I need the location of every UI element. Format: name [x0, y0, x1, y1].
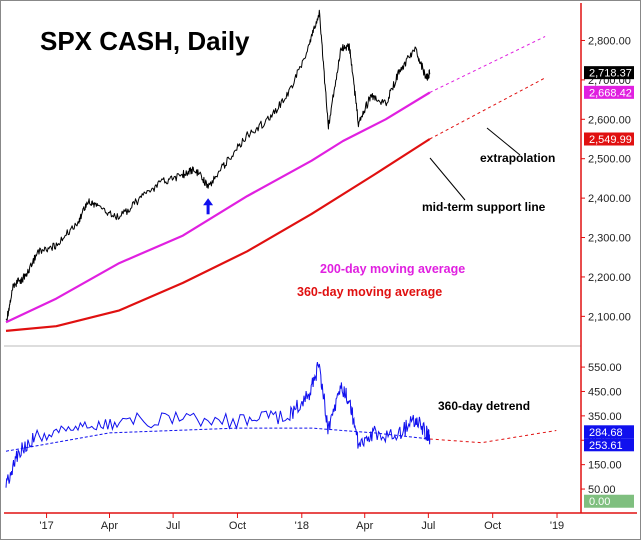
upper-badge-label: 2,718.37: [589, 68, 632, 80]
lower-badge: [584, 494, 634, 508]
detrend-extrapolation-line: [429, 430, 557, 444]
x-tick-label: Jul: [421, 520, 435, 532]
upper-badge: [584, 66, 634, 80]
x-tick-label: Apr: [101, 520, 118, 532]
x-tick-label: Oct: [484, 520, 501, 532]
ma360-line: [5, 138, 431, 332]
x-tick-label: Jul: [166, 520, 180, 532]
detrend-cycle-line: [5, 427, 430, 452]
x-tick-label: Oct: [229, 520, 246, 532]
lower-y-tick-label: 50.00: [588, 484, 616, 496]
support-pointer: [429, 157, 466, 201]
upper-y-tick-label: 2,400.00: [588, 193, 631, 205]
x-ticks: '17 Apr Jul Oct '18 Apr Jul Oct '19: [39, 513, 564, 532]
lower-y-tick-label: 150.00: [588, 460, 622, 472]
ma360-label: 360-day moving average: [297, 285, 442, 299]
lower-y-tick-label: 350.00: [588, 411, 622, 423]
spx-price-line: [5, 9, 431, 322]
lower-badge-label: 0.00: [589, 496, 610, 508]
upper-y-tick-label: 2,600.00: [588, 114, 631, 126]
lower-badge: [584, 425, 634, 439]
lower-badge-label: 284.68: [589, 427, 623, 439]
chart-title: SPX CASH, Daily: [40, 26, 250, 56]
upper-y-ticks: 2,100.00 2,200.00 2,300.00 2,400.00 2,500.00…: [581, 35, 631, 323]
arrow-up-icon: [203, 198, 214, 215]
extrapolation-label: extrapolation: [480, 151, 555, 165]
upper-badge: [584, 85, 634, 99]
extrapolation-line-1: [429, 77, 546, 140]
upper-badge-label: 2,549.99: [589, 134, 632, 146]
ma200-line: [5, 91, 431, 324]
lower-series: [5, 362, 557, 488]
upper-badge-label: 2,668.42: [589, 87, 632, 99]
ma200-label: 200-day moving average: [320, 262, 465, 276]
x-tick-label: '19: [550, 520, 564, 532]
lower-badge: [584, 438, 634, 452]
upper-y-tick-label: 2,100.00: [588, 311, 631, 323]
x-tick-label: '17: [39, 520, 53, 532]
upper-y-tick-label: 2,500.00: [588, 154, 631, 166]
upper-y-tick-label: 2,300.00: [588, 233, 631, 245]
extrapolation-pointer: [486, 127, 521, 156]
upper-badge: [584, 132, 634, 146]
upper-y-tick-label: 2,800.00: [588, 35, 631, 47]
x-tick-label: Apr: [356, 520, 373, 532]
upper-series: [5, 9, 546, 332]
upper-y-tick-label: 2,200.00: [588, 272, 631, 284]
x-tick-label: '18: [295, 520, 309, 532]
detrend-label: 360-day detrend: [438, 399, 530, 413]
lower-y-tick-label: 550.00: [588, 362, 622, 374]
support-label: mid-term support line: [422, 200, 546, 214]
detrend-line: [5, 362, 431, 488]
lower-y-tick-label: 450.00: [588, 386, 622, 398]
lower-badge-label: 253.61: [589, 440, 623, 452]
